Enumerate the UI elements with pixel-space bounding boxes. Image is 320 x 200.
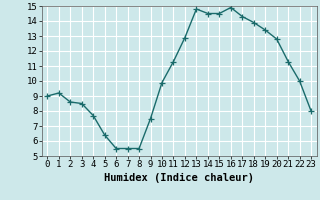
- X-axis label: Humidex (Indice chaleur): Humidex (Indice chaleur): [104, 173, 254, 183]
